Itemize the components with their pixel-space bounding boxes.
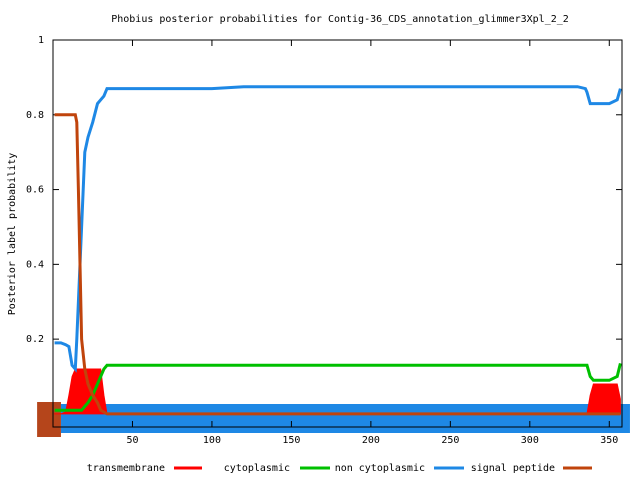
x-tick-label: 50 <box>126 435 138 446</box>
y-tick-label: 1 <box>38 35 44 46</box>
y-axis-label: Posterior label probability <box>7 153 18 316</box>
chart-title: Phobius posterior probabilities for Cont… <box>111 14 569 25</box>
legend-label: signal peptide <box>471 463 555 474</box>
y-tick-label: 0.6 <box>26 185 44 196</box>
series-line <box>54 363 622 412</box>
legend-label: transmembrane <box>87 463 165 474</box>
x-tick-label: 150 <box>282 435 300 446</box>
legend-label: cytoplasmic <box>224 463 290 474</box>
y-tick-label: 0.4 <box>26 259 44 270</box>
series-line <box>54 113 621 416</box>
y-tick-label: 0.2 <box>26 334 44 345</box>
x-tick-label: 250 <box>441 435 459 446</box>
series-line <box>54 85 622 373</box>
region-bar <box>37 402 61 437</box>
x-tick-label: 350 <box>600 435 618 446</box>
plot-frame <box>52 39 623 428</box>
y-tick-label: 0.8 <box>26 110 44 121</box>
x-tick-label: 100 <box>203 435 221 446</box>
legend-label: non cytoplasmic <box>335 463 425 474</box>
region-bar <box>60 404 630 433</box>
x-tick-label: 200 <box>362 435 380 446</box>
x-tick-label: 300 <box>521 435 539 446</box>
